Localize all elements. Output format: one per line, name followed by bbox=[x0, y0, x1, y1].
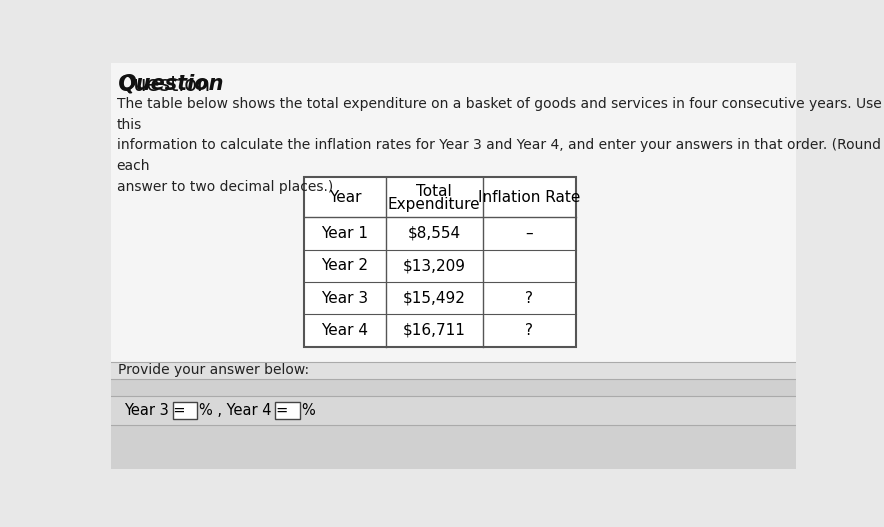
Text: Year 3 =: Year 3 = bbox=[125, 403, 186, 418]
Bar bbox=[172, 402, 197, 419]
Bar bbox=[110, 379, 796, 396]
Text: Year 1: Year 1 bbox=[322, 226, 369, 241]
Text: Provide your answer below:: Provide your answer below: bbox=[118, 364, 309, 377]
Text: $13,209: $13,209 bbox=[402, 258, 466, 274]
Bar bbox=[110, 362, 796, 379]
Text: Total: Total bbox=[416, 184, 452, 199]
Text: –: – bbox=[525, 226, 533, 241]
Text: The table below shows the total expenditure on a basket of goods and services in: The table below shows the total expendit… bbox=[117, 97, 881, 193]
Bar bbox=[304, 177, 575, 347]
Text: $8,554: $8,554 bbox=[408, 226, 461, 241]
Text: Year 3: Year 3 bbox=[322, 290, 369, 306]
Text: % , Year 4 =: % , Year 4 = bbox=[199, 403, 288, 418]
Text: ?: ? bbox=[525, 290, 533, 306]
Text: %: % bbox=[301, 403, 315, 418]
Text: $16,711: $16,711 bbox=[402, 323, 466, 338]
Text: Year 4: Year 4 bbox=[322, 323, 369, 338]
Bar bbox=[110, 63, 796, 367]
Text: Question: Question bbox=[118, 74, 224, 94]
Bar bbox=[110, 425, 796, 469]
Text: Expenditure: Expenditure bbox=[388, 197, 480, 212]
Text: Question: Question bbox=[118, 74, 211, 94]
Text: Year: Year bbox=[329, 190, 362, 204]
Text: ?: ? bbox=[525, 323, 533, 338]
Text: Year 2: Year 2 bbox=[322, 258, 369, 274]
Bar bbox=[275, 402, 300, 419]
Bar bbox=[110, 396, 796, 425]
Text: $15,492: $15,492 bbox=[402, 290, 466, 306]
Text: Inflation Rate: Inflation Rate bbox=[478, 190, 580, 204]
